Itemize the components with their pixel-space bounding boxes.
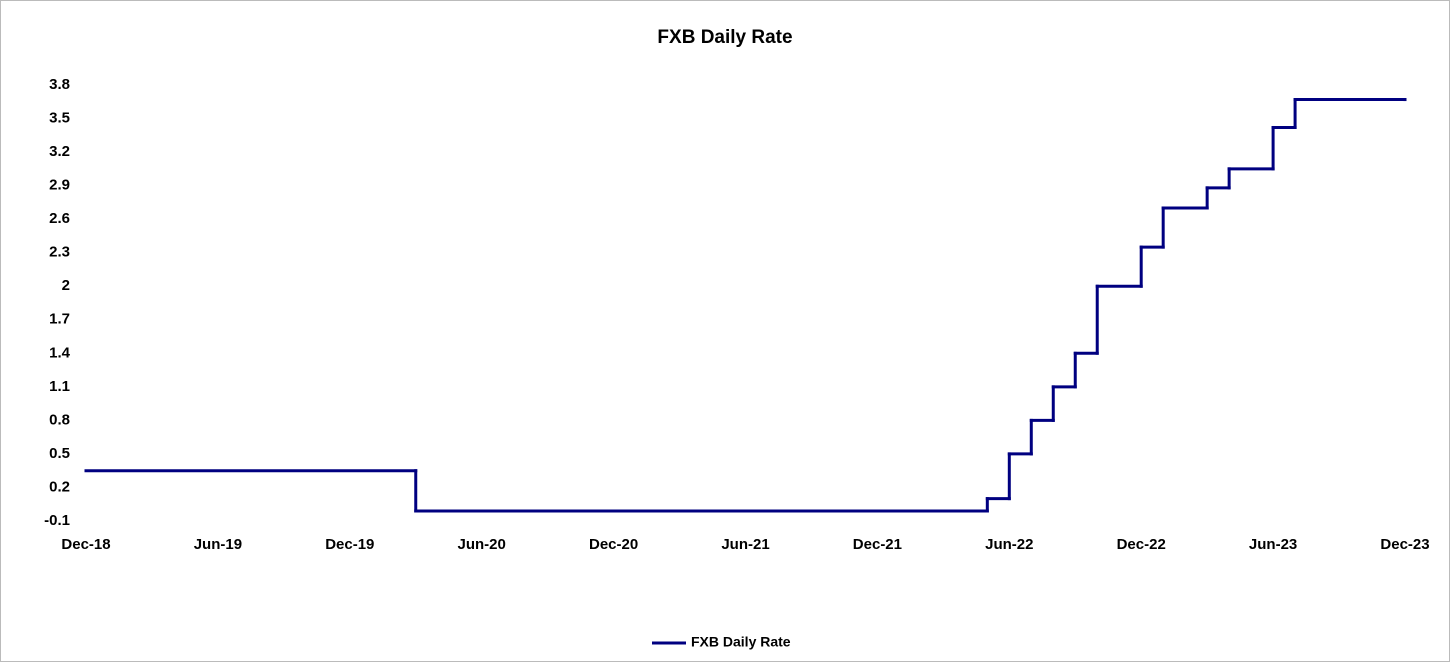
y-tick-label: 2.9 <box>49 177 70 194</box>
chart-title: FXB Daily Rate <box>657 27 792 48</box>
y-tick-label: 1.4 <box>49 344 71 361</box>
x-tick-label: Jun-20 <box>458 536 506 553</box>
x-tick-label: Jun-22 <box>985 536 1033 553</box>
y-tick-label: -0.1 <box>44 512 70 529</box>
x-tick-label: Dec-23 <box>1380 536 1429 553</box>
y-tick-label: 0.5 <box>49 445 70 462</box>
y-tick-label: 2.3 <box>49 244 70 261</box>
x-tick-label: Jun-21 <box>721 536 769 553</box>
y-tick-label: 2 <box>62 277 70 294</box>
y-tick-label: 1.7 <box>49 311 70 328</box>
x-tick-label: Jun-23 <box>1249 536 1297 553</box>
x-tick-label: Dec-18 <box>61 536 110 553</box>
x-tick-label: Dec-20 <box>589 536 638 553</box>
x-tick-label: Dec-21 <box>853 536 902 553</box>
y-tick-label: 0.2 <box>49 478 70 495</box>
y-tick-label: 3.8 <box>49 76 70 93</box>
y-tick-label: 3.2 <box>49 143 70 160</box>
y-tick-label: 1.1 <box>49 378 70 395</box>
y-tick-label: 3.5 <box>49 110 70 127</box>
x-tick-label: Jun-19 <box>194 536 242 553</box>
x-tick-label: Dec-22 <box>1117 536 1166 553</box>
x-tick-label: Dec-19 <box>325 536 374 553</box>
y-tick-label: 0.8 <box>49 411 70 428</box>
y-tick-label: 2.6 <box>49 210 70 227</box>
legend-label: FXB Daily Rate <box>691 634 791 650</box>
